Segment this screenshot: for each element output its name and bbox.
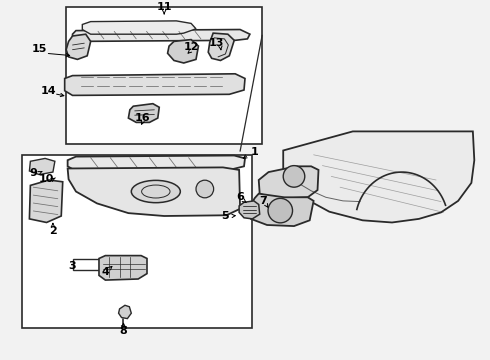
Polygon shape: [283, 131, 474, 222]
Bar: [66, 7, 262, 144]
Polygon shape: [73, 30, 250, 41]
Text: 12: 12: [183, 42, 199, 52]
Text: 1: 1: [251, 147, 259, 157]
Polygon shape: [68, 167, 240, 216]
Polygon shape: [208, 33, 234, 60]
Text: 10: 10: [39, 174, 54, 184]
Text: 8: 8: [120, 326, 127, 336]
Text: 3: 3: [69, 261, 76, 271]
Polygon shape: [66, 34, 91, 59]
Text: 5: 5: [221, 211, 229, 221]
Polygon shape: [82, 21, 196, 34]
Polygon shape: [65, 74, 245, 95]
Circle shape: [196, 180, 214, 198]
Bar: [22, 155, 252, 328]
Text: 2: 2: [49, 226, 57, 236]
Text: 6: 6: [236, 192, 244, 202]
Polygon shape: [239, 201, 260, 219]
Polygon shape: [259, 166, 318, 199]
Ellipse shape: [131, 180, 180, 203]
Polygon shape: [250, 194, 314, 226]
Text: 7: 7: [260, 196, 268, 206]
Text: 14: 14: [40, 86, 56, 96]
Text: 16: 16: [134, 113, 150, 123]
Text: 13: 13: [209, 38, 224, 48]
Polygon shape: [29, 158, 55, 175]
Polygon shape: [128, 104, 159, 122]
Polygon shape: [68, 156, 245, 171]
Polygon shape: [29, 180, 63, 222]
Text: 11: 11: [156, 2, 172, 12]
Circle shape: [283, 166, 305, 187]
Text: 4: 4: [101, 267, 109, 277]
Polygon shape: [99, 256, 147, 280]
Text: 9: 9: [29, 168, 37, 178]
Polygon shape: [119, 305, 131, 319]
Polygon shape: [168, 40, 198, 63]
Text: 15: 15: [31, 44, 47, 54]
Circle shape: [268, 198, 293, 223]
